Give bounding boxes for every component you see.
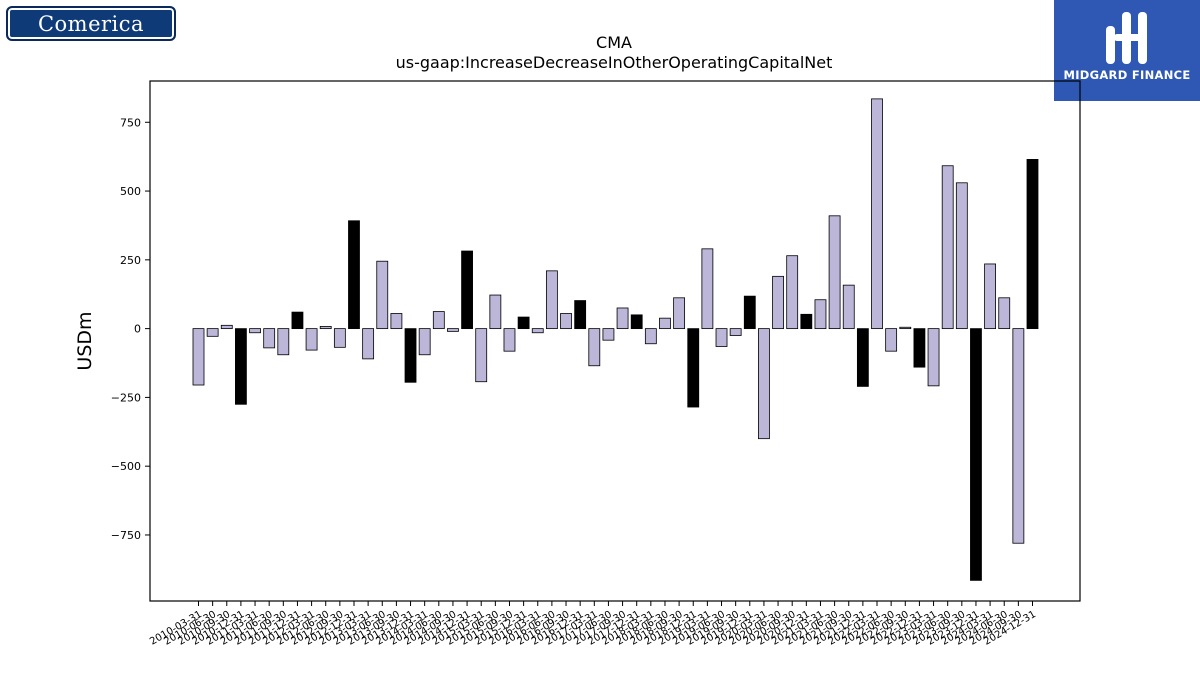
- bar: [517, 316, 530, 330]
- bar: [220, 324, 233, 330]
- y-tick-label: −500: [111, 460, 141, 473]
- bar: [630, 314, 643, 330]
- bar: [856, 328, 869, 387]
- bars-group: [192, 98, 1039, 581]
- bar: [941, 165, 954, 330]
- bar: [984, 263, 996, 330]
- bar: [588, 328, 601, 367]
- bar: [644, 328, 657, 345]
- y-axis-ticks: −750 −500 −250 0 250 500 750: [111, 116, 150, 542]
- y-tick-label: −250: [111, 391, 141, 404]
- midgard-finance-logo: MIDGARD FINANCE: [1054, 0, 1200, 101]
- bar: [998, 297, 1011, 330]
- bar: [715, 328, 728, 347]
- chart-subtitle: us-gaap:IncreaseDecreaseInOtherOperating…: [396, 53, 833, 72]
- bar: [249, 328, 261, 334]
- bar: [814, 299, 827, 330]
- bar: [277, 328, 290, 356]
- bar: [376, 260, 389, 330]
- bar: [206, 328, 219, 337]
- midgard-emblem-icon: [1106, 12, 1147, 64]
- bar: [447, 328, 459, 332]
- bar: [475, 328, 488, 383]
- bar: [616, 307, 629, 330]
- bar: [772, 275, 784, 330]
- bar: [1026, 159, 1039, 330]
- bar: [871, 98, 883, 330]
- y-tick-label: 250: [120, 254, 141, 267]
- bar: [263, 328, 276, 349]
- bar: [545, 270, 558, 330]
- bar: [659, 317, 671, 330]
- y-axis-label: USDm: [74, 311, 96, 370]
- bar: [291, 311, 304, 330]
- bar: [404, 328, 417, 383]
- bar: [828, 215, 841, 330]
- bar: [899, 326, 912, 330]
- bar: [333, 328, 346, 348]
- bar: [673, 297, 686, 330]
- bar: [461, 250, 473, 330]
- y-tick-label: −750: [111, 529, 141, 542]
- bar: [418, 328, 431, 356]
- bar: [927, 328, 940, 387]
- comerica-logo: Comerica: [6, 6, 176, 41]
- midgard-finance-logo-text: MIDGARD FINANCE: [1063, 68, 1191, 82]
- bar: [786, 255, 799, 330]
- bar: [560, 313, 572, 330]
- bar: [758, 328, 770, 440]
- y-tick-label: 0: [134, 323, 141, 336]
- bar: [489, 294, 502, 330]
- y-tick-label: 500: [120, 185, 141, 198]
- chart-title: CMA: [596, 33, 632, 52]
- bar: [235, 328, 247, 405]
- bar: [970, 328, 982, 581]
- bar: [503, 328, 516, 352]
- bar: [319, 326, 332, 330]
- bar: [305, 328, 318, 351]
- bar: [1012, 328, 1025, 544]
- bar: [574, 300, 587, 330]
- bar: [432, 311, 445, 330]
- bar: [362, 328, 375, 360]
- bar: [842, 284, 855, 330]
- comerica-logo-text: Comerica: [37, 11, 145, 36]
- bar: [192, 328, 205, 386]
- bar: [348, 220, 360, 330]
- bar: [390, 313, 403, 330]
- bar: [687, 328, 700, 408]
- bar: [800, 313, 813, 330]
- bar: [701, 248, 714, 330]
- y-tick-label: 750: [120, 116, 141, 129]
- bar: [729, 328, 742, 336]
- x-axis-ticks: 2010-03-312010-06-302010-09-302010-12-31…: [148, 601, 1038, 648]
- bar: [955, 182, 968, 330]
- plot-frame: [149, 80, 1081, 602]
- bar: [531, 328, 544, 334]
- bar: [602, 328, 615, 341]
- bar: [913, 328, 926, 368]
- bar: [743, 295, 756, 330]
- bar: [885, 328, 898, 352]
